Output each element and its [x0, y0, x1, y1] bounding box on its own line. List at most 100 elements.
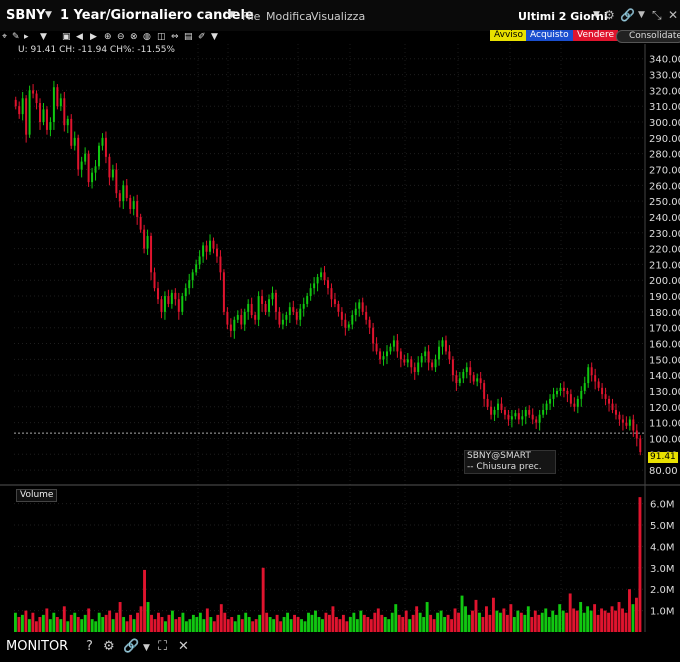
expand-icon[interactable]: ⇔ — [171, 32, 179, 42]
candle-body — [385, 351, 388, 357]
range-dropdown-icon[interactable]: ▼ — [593, 10, 600, 20]
menu-visualizza[interactable]: Visualizza — [311, 10, 366, 23]
chart-legend[interactable]: SBNY@SMART -- Chiusura prec. — [464, 450, 556, 474]
monitor-expand-icon[interactable]: ⛶ — [158, 639, 168, 654]
volume-bar — [38, 617, 42, 632]
candle-body — [313, 283, 316, 289]
volume-bar — [394, 604, 398, 632]
save-icon[interactable]: ▣ — [62, 32, 71, 42]
candle-body — [517, 413, 520, 420]
price-tick-label: 340.00 — [649, 55, 680, 66]
candle-body — [434, 359, 437, 368]
price-axis: 340.00 330.00 320.00 310.00 300.00 290.00 280.… — [649, 55, 680, 477]
volume-bar — [202, 619, 206, 632]
zoom-in-icon[interactable]: ⊕ — [104, 32, 112, 42]
price-tick-label: 150.00 — [649, 355, 680, 366]
toolbar-more-icon[interactable]: ▼ — [211, 32, 218, 42]
monitor-gear-icon[interactable]: ⚙ — [103, 639, 115, 654]
candle-body — [410, 359, 413, 368]
pan-left-icon[interactable]: ◀ — [76, 32, 83, 42]
volume-bar — [621, 608, 624, 632]
candle-body — [243, 311, 246, 325]
volume-bar — [600, 608, 604, 632]
candle-body — [73, 137, 76, 146]
price-tick-label: 210.00 — [649, 260, 680, 271]
volume-bar — [331, 606, 335, 632]
volume-bar — [317, 617, 321, 632]
price-tick-label: 120.00 — [649, 403, 680, 414]
volume-bar — [125, 621, 129, 632]
consolidated-button[interactable]: Consolidated — [616, 30, 680, 43]
draw-tool-icon[interactable]: ✎ — [12, 32, 20, 42]
volume-bar — [450, 619, 453, 632]
link-dropdown-icon[interactable]: ▼ — [638, 10, 645, 20]
gear-icon[interactable]: ⚙ — [604, 8, 615, 22]
avviso-button[interactable]: Avviso — [490, 30, 527, 41]
price-tick-label: 200.00 — [649, 276, 680, 287]
volume-bar — [404, 610, 408, 632]
monitor-link-icon[interactable]: 🔗 — [123, 639, 140, 654]
volume-bar — [512, 617, 516, 632]
pencil-icon[interactable]: ✐ — [198, 32, 206, 42]
candle-body — [278, 311, 281, 325]
volume-bar — [83, 614, 87, 632]
layout-icon[interactable]: ▤ — [184, 32, 193, 42]
volume-bar — [251, 621, 255, 632]
zoom-out-icon[interactable]: ⊖ — [117, 32, 125, 42]
volume-tick-label: 2.0M — [650, 585, 675, 596]
volume-bar — [436, 612, 440, 632]
candle-body — [639, 438, 642, 453]
link-icon[interactable]: 🔗 — [620, 8, 635, 22]
vendere-button[interactable]: Vendere — [573, 30, 618, 41]
candle-body — [337, 303, 340, 312]
price-tick-label: 160.00 — [649, 340, 680, 351]
candle-body — [354, 308, 357, 316]
cursor-icon[interactable]: ▸ — [24, 32, 29, 42]
pan-right-icon[interactable]: ▶ — [90, 32, 97, 42]
acquisto-button[interactable]: Acquisto — [526, 30, 573, 41]
candle-body — [441, 340, 444, 347]
monitor-link-dropdown-icon[interactable]: ▼ — [143, 643, 150, 653]
candle-body — [77, 137, 80, 170]
candle-body — [87, 153, 90, 183]
volume-bar — [547, 617, 551, 632]
candle-body — [417, 362, 420, 372]
candle-body — [254, 315, 257, 320]
volume-bar — [352, 612, 356, 632]
volume-bar — [432, 619, 436, 632]
toolbar-dropdown-icon[interactable]: ▼ — [40, 32, 47, 42]
symbol-label[interactable]: SBNY — [6, 8, 46, 23]
volume-pane-label[interactable]: Volume — [16, 489, 58, 502]
candle-body — [143, 229, 146, 249]
candle-body — [288, 307, 291, 316]
candle-body — [98, 145, 101, 167]
volume-bar — [387, 619, 391, 632]
help-icon[interactable]: ? — [86, 639, 93, 654]
menu-file[interactable]: File — [242, 10, 261, 23]
volume-bar — [464, 606, 467, 632]
volume-bar — [223, 612, 227, 632]
crosshair-tool-icon[interactable]: ⌖ — [2, 32, 8, 42]
symbol-dropdown-icon[interactable]: ▼ — [45, 10, 52, 20]
zoom-reset-icon[interactable]: ⊗ — [130, 32, 138, 42]
volume-bar — [164, 621, 167, 632]
period-label[interactable]: 1 Year/Giornaliero candele — [60, 8, 254, 23]
volume-bar — [526, 606, 530, 632]
candle-body — [528, 409, 531, 415]
fit-icon[interactable]: ◫ — [157, 32, 166, 42]
price-tick-label: 310.00 — [649, 102, 680, 113]
globe-icon[interactable]: ◍ — [143, 32, 151, 42]
candle-body — [160, 299, 163, 312]
volume-bar — [122, 617, 126, 632]
minimize-icon[interactable]: ⤡ — [652, 8, 662, 22]
range-selector[interactable]: Ultimi 2 Giorni — [518, 10, 608, 23]
menu-modifica[interactable]: Modifica — [266, 10, 312, 23]
volume-bar — [418, 612, 422, 632]
candle-body — [389, 346, 392, 352]
period-dropdown-icon[interactable]: ▼ — [228, 10, 235, 20]
candle-body — [115, 169, 118, 194]
monitor-label[interactable]: MONITOR — [6, 639, 69, 654]
monitor-close-icon[interactable]: ✕ — [178, 639, 189, 654]
close-icon[interactable]: ✕ — [668, 8, 679, 22]
